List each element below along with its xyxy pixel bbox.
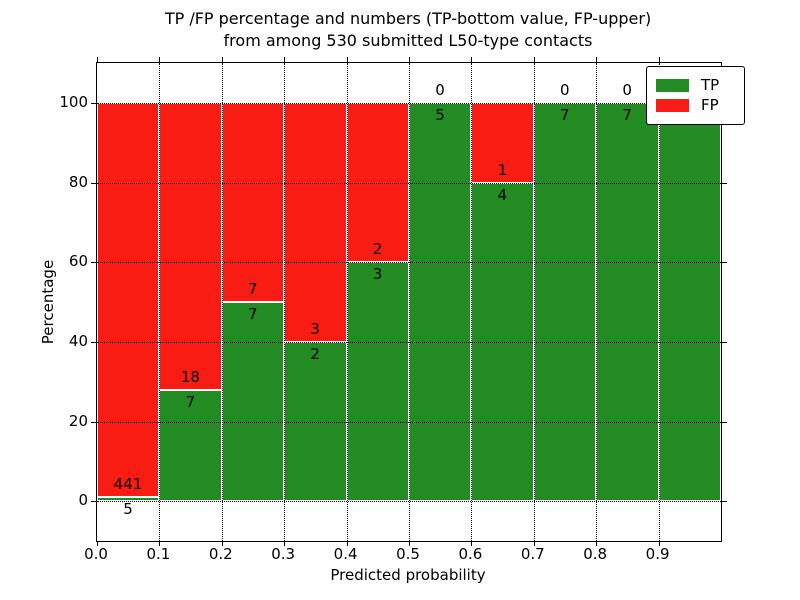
y-tick-mark xyxy=(722,341,727,343)
chart-title-line2: from among 530 submitted L50-type contac… xyxy=(223,31,593,51)
x-tick-mark xyxy=(471,57,473,62)
x-tick-label: 0.3 xyxy=(271,545,296,563)
legend-entry-fp: FP xyxy=(656,97,734,114)
plot-area: 441518777322305140707011 xyxy=(91,57,727,546)
x-tick-label: 0.5 xyxy=(396,545,420,563)
tp-count-label: 7 xyxy=(560,105,570,124)
y-tick-mark xyxy=(722,501,727,503)
bar-segment-tp xyxy=(658,102,721,502)
fp-count-label: 0 xyxy=(435,80,445,99)
x-tick-label: 0.6 xyxy=(458,545,483,563)
y-tick-mark xyxy=(722,182,727,184)
y-tick-mark xyxy=(91,262,96,264)
bar-segment-tp xyxy=(346,262,409,502)
x-tick-mark xyxy=(533,541,535,546)
x-tick-mark xyxy=(596,541,598,546)
x-tick-mark xyxy=(97,57,98,62)
legend-entry-tp: TP xyxy=(656,77,734,94)
chart-title-line1: TP /FP percentage and numbers (TP-bottom… xyxy=(164,9,652,28)
x-tick-mark xyxy=(471,541,473,546)
gridline-vertical xyxy=(533,63,535,541)
legend: TP FP xyxy=(646,66,745,125)
y-tick-label: 80 xyxy=(68,172,88,191)
x-tick-mark xyxy=(658,541,660,546)
y-tick-mark xyxy=(91,182,96,184)
y-tick-mark xyxy=(722,421,727,423)
fp-count-label: 441 xyxy=(113,474,143,493)
fp-count-label: 3 xyxy=(310,319,320,338)
x-tick-label: 0.8 xyxy=(583,545,608,563)
tp-count-label: 7 xyxy=(622,105,632,124)
tp-count-label: 3 xyxy=(372,265,383,284)
x-tick-mark xyxy=(284,57,286,62)
x-tick-mark xyxy=(658,57,660,62)
y-tick-label: 0 xyxy=(78,491,88,510)
legend-label-fp: FP xyxy=(701,96,719,114)
bar-segment-tp xyxy=(409,102,472,502)
tp-count-label: 5 xyxy=(435,105,445,124)
y-tick-mark xyxy=(91,102,96,104)
y-tick-label: 100 xyxy=(59,92,88,111)
tp-swatch-icon xyxy=(656,79,689,92)
x-tick-label: 0.0 xyxy=(84,545,108,563)
y-tick-label: 60 xyxy=(68,252,88,271)
gridline-vertical xyxy=(284,63,286,541)
fp-count-label: 7 xyxy=(248,280,258,298)
x-tick-mark xyxy=(97,541,98,546)
x-tick-label: 0.7 xyxy=(520,545,545,563)
x-tick-mark xyxy=(409,541,410,546)
gridline-vertical xyxy=(221,63,223,541)
x-tick-mark xyxy=(221,57,223,62)
tp-count-label: 2 xyxy=(310,344,320,363)
x-tick-mark xyxy=(409,57,410,62)
x-tick-mark xyxy=(346,541,348,546)
x-tick-mark xyxy=(533,57,535,62)
bar-segment-fp xyxy=(159,102,222,390)
tp-count-label: 7 xyxy=(185,392,196,411)
bar-segment-fp xyxy=(221,102,285,302)
x-tick-mark xyxy=(596,57,598,62)
y-tick-mark xyxy=(91,501,96,503)
tp-count-label: 5 xyxy=(123,499,133,518)
gridline-vertical xyxy=(471,63,473,541)
tp-count-label: 7 xyxy=(248,305,258,323)
y-tick-mark xyxy=(91,421,96,423)
y-tick-label: 20 xyxy=(68,411,88,430)
x-tick-label: 0.9 xyxy=(645,545,670,563)
chart-title: TP /FP percentage and numbers (TP-bottom… xyxy=(96,8,720,53)
gridline-vertical xyxy=(596,63,598,541)
y-tick-mark xyxy=(722,262,727,264)
x-tick-label: 0.2 xyxy=(208,545,233,563)
x-axis-label: Predicted probability xyxy=(330,566,486,584)
fp-count-label: 2 xyxy=(372,240,383,259)
bar-segment-fp xyxy=(97,102,160,497)
fp-count-label: 18 xyxy=(180,367,200,386)
x-tick-mark xyxy=(159,541,161,546)
tp-count-label: 4 xyxy=(497,185,508,204)
x-tick-mark xyxy=(284,541,286,546)
y-tick-label: 40 xyxy=(68,331,88,350)
y-tick-mark xyxy=(91,341,96,343)
x-tick-mark xyxy=(159,57,161,62)
x-tick-mark xyxy=(346,57,348,62)
fp-count-label: 0 xyxy=(622,80,632,99)
x-tick-label: 0.4 xyxy=(333,545,358,563)
fp-swatch-icon xyxy=(656,99,689,112)
x-tick-label: 0.1 xyxy=(146,545,171,563)
fp-count-label: 0 xyxy=(560,80,570,99)
x-tick-mark xyxy=(221,541,223,546)
bar-segment-tp xyxy=(221,302,285,502)
bar-segment-tp xyxy=(533,102,597,502)
bar-segment-tp xyxy=(97,496,160,502)
bar-segment-fp xyxy=(284,102,347,342)
gridline-vertical xyxy=(159,63,161,541)
legend-label-tp: TP xyxy=(701,76,720,94)
bar-segment-tp xyxy=(159,389,222,502)
fp-count-label: 1 xyxy=(497,160,508,179)
gridline-vertical xyxy=(346,63,348,541)
bar-segment-tp xyxy=(596,102,659,502)
gridline-vertical xyxy=(658,63,660,541)
gridline-vertical xyxy=(409,63,410,541)
